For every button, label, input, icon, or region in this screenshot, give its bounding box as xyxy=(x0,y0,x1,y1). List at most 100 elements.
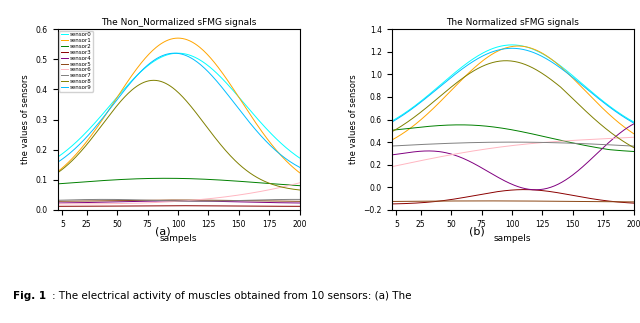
sensor2 xyxy=(452,123,460,127)
sensor6 xyxy=(99,202,106,206)
sensor7 xyxy=(397,143,405,147)
sensor6 xyxy=(388,165,396,169)
sensor8 xyxy=(619,139,627,143)
sensor2 xyxy=(630,150,637,153)
sensor5 xyxy=(452,199,460,203)
sensor9 xyxy=(397,114,405,118)
Title: The Non_Normalized sFMG signals: The Non_Normalized sFMG signals xyxy=(101,18,256,27)
sensor5 xyxy=(296,199,303,203)
sensor0 xyxy=(118,89,126,93)
sensor5 xyxy=(63,199,71,203)
sensor3 xyxy=(611,200,618,203)
sensor2 xyxy=(99,179,106,182)
sensor3 xyxy=(452,197,460,201)
sensor7 xyxy=(63,198,71,202)
Text: (b): (b) xyxy=(469,226,484,236)
sensor7 xyxy=(611,143,618,147)
sensor4 xyxy=(433,149,440,153)
sensor3 xyxy=(276,204,284,208)
sensor6 xyxy=(433,156,440,160)
sensor9 xyxy=(170,51,178,55)
sensor7 xyxy=(278,198,285,202)
sensor0 xyxy=(388,119,396,123)
sensor0 xyxy=(285,148,292,152)
sensor6 xyxy=(275,186,283,190)
Line: sensor9: sensor9 xyxy=(392,48,634,123)
Line: sensor8: sensor8 xyxy=(392,61,634,148)
Line: sensor8: sensor8 xyxy=(58,80,300,190)
sensor0 xyxy=(54,155,61,159)
sensor1 xyxy=(388,138,396,142)
sensor7 xyxy=(99,197,106,201)
sensor2 xyxy=(296,184,303,188)
sensor9 xyxy=(452,72,460,76)
sensor6 xyxy=(630,135,637,139)
sensor9 xyxy=(118,91,126,95)
sensor4 xyxy=(452,154,460,158)
sensor5 xyxy=(403,199,410,203)
sensor1 xyxy=(285,162,292,165)
sensor9 xyxy=(285,159,292,162)
sensor3 xyxy=(520,188,528,192)
sensor1 xyxy=(174,36,182,40)
Line: sensor2: sensor2 xyxy=(392,125,634,151)
sensor7 xyxy=(54,198,61,202)
sensor5 xyxy=(611,200,618,204)
sensor0 xyxy=(508,43,516,47)
sensor6 xyxy=(118,202,126,205)
sensor4 xyxy=(118,200,126,204)
sensor3 xyxy=(174,204,182,208)
sensor3 xyxy=(54,204,61,208)
X-axis label: sampels: sampels xyxy=(160,234,197,243)
sensor7 xyxy=(630,144,637,148)
sensor7 xyxy=(120,198,127,202)
sensor4 xyxy=(531,188,539,192)
sensor6 xyxy=(68,202,76,206)
sensor8 xyxy=(502,59,509,63)
sensor7 xyxy=(100,197,108,201)
sensor1 xyxy=(276,152,284,156)
sensor2 xyxy=(118,178,126,182)
sensor5 xyxy=(174,198,182,202)
sensor5 xyxy=(630,200,637,204)
sensor4 xyxy=(611,136,618,140)
sensor4 xyxy=(403,151,410,155)
sensor4 xyxy=(397,152,405,156)
sensor4 xyxy=(99,200,106,204)
Line: sensor4: sensor4 xyxy=(392,124,634,190)
sensor8 xyxy=(285,186,292,190)
sensor2 xyxy=(54,182,61,186)
sensor9 xyxy=(508,46,516,50)
sensor0 xyxy=(619,113,627,117)
Line: sensor7: sensor7 xyxy=(392,142,634,146)
sensor4 xyxy=(174,199,182,203)
sensor9 xyxy=(611,109,618,112)
sensor5 xyxy=(118,199,126,203)
Text: : The electrical activity of muscles obtained from 10 sensors: (a) The: : The electrical activity of muscles obt… xyxy=(52,291,412,301)
sensor4 xyxy=(276,201,284,205)
sensor5 xyxy=(68,199,76,203)
sensor8 xyxy=(99,122,106,126)
sensor3 xyxy=(403,202,410,205)
sensor1 xyxy=(118,88,126,92)
sensor7 xyxy=(68,198,76,202)
sensor1 xyxy=(452,84,460,88)
sensor1 xyxy=(99,118,106,121)
Line: sensor5: sensor5 xyxy=(392,201,634,202)
sensor1 xyxy=(514,44,522,48)
Line: sensor4: sensor4 xyxy=(58,201,300,203)
sensor0 xyxy=(174,51,182,55)
sensor0 xyxy=(296,156,303,160)
sensor8 xyxy=(630,146,637,150)
sensor0 xyxy=(611,108,618,111)
sensor0 xyxy=(397,113,405,117)
sensor9 xyxy=(433,88,440,91)
sensor3 xyxy=(296,204,303,208)
sensor2 xyxy=(403,127,410,130)
Line: sensor0: sensor0 xyxy=(58,53,300,158)
sensor0 xyxy=(68,144,76,148)
sensor3 xyxy=(397,202,405,206)
sensor4 xyxy=(68,201,76,205)
sensor0 xyxy=(630,120,637,124)
sensor6 xyxy=(54,202,61,206)
